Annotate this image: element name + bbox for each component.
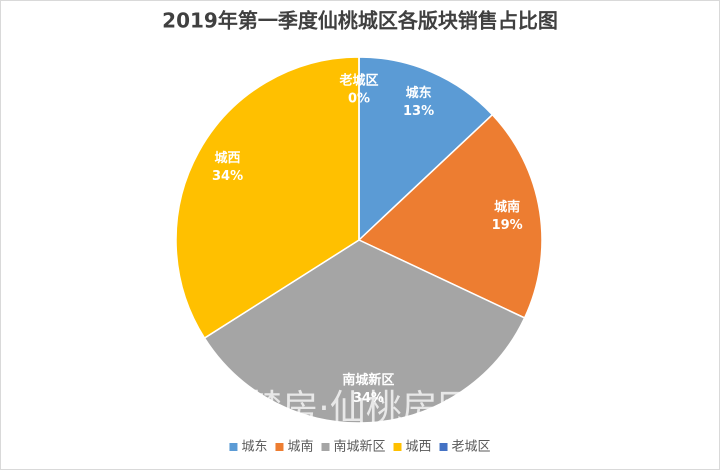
legend-label: 南城新区 — [333, 439, 385, 455]
pie-slice — [358, 56, 494, 242]
pie-slice — [175, 56, 360, 340]
pie-slice — [357, 113, 543, 319]
slice-value-label: 34% — [212, 169, 243, 184]
legend-label: 老城区 — [452, 440, 491, 455]
slice-label: 城东 — [406, 85, 432, 101]
legend-label: 城西 — [406, 440, 432, 455]
pie-slice — [203, 239, 526, 424]
legend-swatch — [275, 443, 284, 451]
slice-value-label: 19% — [492, 218, 523, 233]
watermark: 楚房·仙桃房网 — [246, 388, 473, 429]
slice-value-label: 34% — [353, 391, 384, 406]
slice-value-label: 13% — [403, 104, 434, 119]
legend-label: 城南 — [287, 439, 313, 455]
slice-label: 老城区 — [338, 73, 378, 89]
chart-title: 2019年第一季度仙桃城区各版块销售占比图 — [162, 9, 558, 33]
legend-swatch — [439, 443, 448, 451]
legend-label: 城东 — [241, 440, 267, 455]
slice-value-label: 0% — [348, 92, 370, 107]
slice-label: 城西 — [215, 150, 241, 166]
legend-swatch — [393, 443, 402, 451]
legend-swatch — [229, 443, 238, 451]
slice-label: 城南 — [494, 199, 520, 215]
slice-label: 南城新区 — [342, 372, 394, 388]
legend-swatch — [321, 443, 330, 451]
